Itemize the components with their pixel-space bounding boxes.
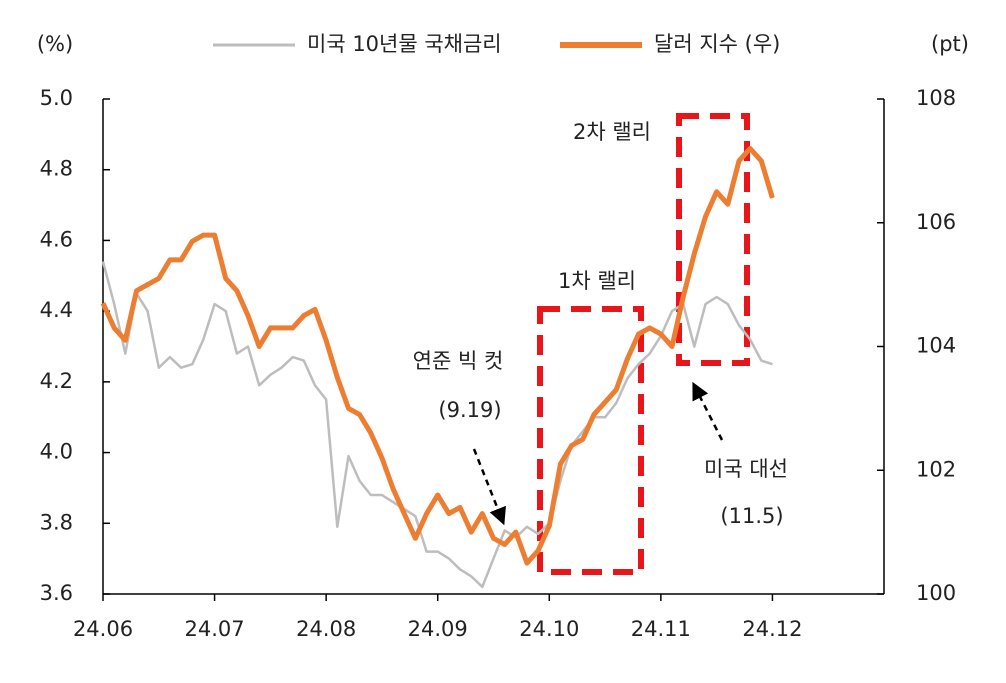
annotation: 연준 빅 컷: [413, 349, 504, 373]
x-tick-label: 24.09: [408, 617, 468, 641]
x-tick-label: 24.12: [742, 617, 802, 641]
y2-tick-label: 100: [916, 581, 956, 605]
annotation: 2차 랠리: [573, 120, 651, 144]
annotation: 미국 대선: [704, 457, 788, 481]
y-tick-label: 5.0: [40, 86, 73, 110]
annotation: (9.19): [438, 398, 501, 422]
y2-tick-label: 106: [916, 210, 956, 234]
annotation: 1차 랠리: [558, 269, 636, 293]
legend-label: 달러 지수 (우): [654, 32, 780, 56]
legend-label: 미국 10년물 국채금리: [307, 32, 502, 56]
annotation: (11.5): [720, 504, 783, 528]
series-line: [101, 261, 773, 589]
x-tick-label: 24.07: [185, 617, 245, 641]
annotation-boxes: [537, 113, 750, 575]
arrow: [692, 381, 724, 441]
y2-tick-label: 108: [916, 86, 956, 110]
y-tick-label: 4.2: [40, 369, 73, 393]
y2-tick-label: 102: [916, 457, 956, 481]
arrow: [472, 448, 506, 526]
y2-axis-unit: (pt): [931, 32, 969, 56]
y-tick-label: 4.0: [40, 440, 73, 464]
x-tick-label: 24.11: [631, 617, 691, 641]
y2-tick-label: 104: [916, 334, 956, 358]
y-tick-label: 4.6: [40, 227, 73, 251]
x-tick-label: 24.10: [519, 617, 579, 641]
y-tick-label: 4.4: [40, 298, 73, 322]
x-tick-label: 24.08: [296, 617, 356, 641]
x-tick-label: 24.06: [73, 617, 133, 641]
series-line: [100, 146, 775, 566]
y-tick-label: 4.8: [40, 157, 73, 181]
y-tick-label: 3.6: [40, 581, 73, 605]
y-tick-label: 3.8: [40, 510, 73, 534]
y-axis-unit: (%): [37, 32, 73, 56]
rally-box-2: [676, 113, 750, 366]
rally-box-1: [537, 306, 644, 575]
